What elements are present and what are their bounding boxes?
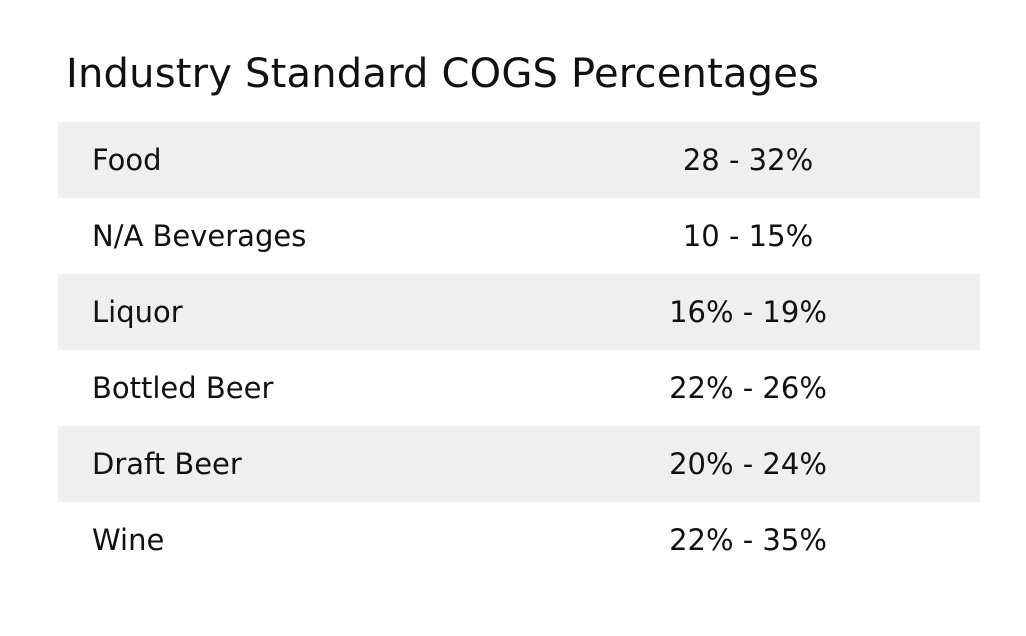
category-cell: Food — [92, 143, 162, 177]
category-cell: Wine — [92, 523, 165, 557]
range-cell: 22% - 35% — [669, 523, 827, 557]
range-cell: 28 - 32% — [682, 143, 814, 177]
category-cell: Bottled Beer — [92, 371, 274, 405]
range-cell: 22% - 26% — [669, 371, 827, 405]
table-row: Bottled Beer 22% - 26% — [58, 350, 980, 426]
chart-title: Industry Standard COGS Percentages — [66, 51, 820, 97]
range-cell: 10 - 15% — [682, 219, 814, 253]
range-cell: 16% - 19% — [669, 295, 827, 329]
table-row: N/A Beverages 10 - 15% — [58, 198, 980, 274]
category-cell: Liquor — [92, 295, 183, 329]
table-row: Wine 22% - 35% — [58, 502, 980, 578]
table-row: Liquor 16% - 19% — [58, 274, 980, 350]
range-cell: 20% - 24% — [669, 447, 827, 481]
table-row: Draft Beer 20% - 24% — [58, 426, 980, 502]
table-row: Food 28 - 32% — [58, 122, 980, 198]
cogs-table: Food 28 - 32% N/A Beverages 10 - 15% Liq… — [58, 122, 980, 578]
category-cell: N/A Beverages — [92, 219, 307, 253]
category-cell: Draft Beer — [92, 447, 242, 481]
